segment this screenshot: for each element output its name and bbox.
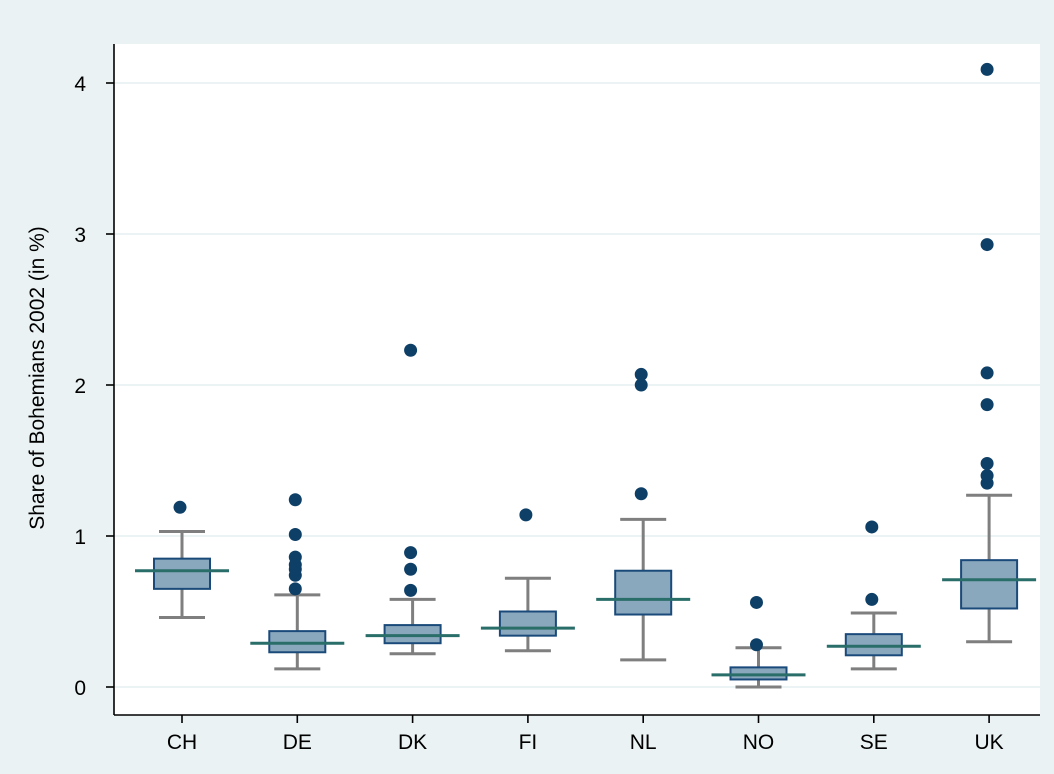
outlier-point — [750, 595, 763, 609]
outlier-point — [980, 62, 994, 76]
y-tick-label: 1 — [74, 526, 86, 549]
outlier-point — [634, 378, 648, 392]
outlier-point — [750, 638, 763, 652]
x-tick-label: UK — [975, 731, 1004, 754]
outlier-point — [980, 469, 994, 483]
outlier-point — [980, 398, 994, 412]
box-group-nl — [596, 367, 691, 662]
iqr-box — [844, 633, 903, 657]
box-group-uk — [942, 62, 1037, 644]
y-tick-label: 3 — [74, 224, 86, 247]
outlier-point — [288, 550, 302, 564]
iqr-box — [960, 559, 1019, 610]
outlier-point — [634, 487, 648, 501]
y-tick-label: 2 — [74, 375, 86, 398]
box-group-no — [711, 595, 806, 689]
y-ticks: 0 1 2 3 4 — [74, 73, 114, 700]
outlier-point — [173, 500, 187, 514]
outlier-point — [865, 520, 879, 534]
x-ticks: CH DE DK FI NL NO SE UK — [167, 715, 1004, 754]
box-group-fi — [480, 508, 575, 653]
x-tick-label: SE — [860, 731, 888, 754]
outlier-point — [288, 493, 302, 507]
outlier-point — [288, 582, 302, 596]
gridlines — [114, 82, 1040, 688]
x-tick-label: CH — [167, 731, 197, 754]
box-group-de — [250, 493, 345, 671]
outlier-point — [634, 367, 648, 381]
iqr-box — [383, 624, 442, 645]
iqr-box — [268, 630, 327, 654]
x-tick-label: DE — [283, 731, 312, 754]
iqr-box — [614, 569, 673, 616]
box-group-ch — [135, 500, 229, 620]
outlier-point — [980, 457, 994, 471]
y-tick-label: 4 — [74, 73, 86, 96]
iqr-box — [153, 557, 211, 590]
iqr-box — [498, 610, 557, 637]
outlier-point — [404, 343, 418, 357]
outlier-point — [519, 508, 533, 522]
iqr-box — [729, 666, 788, 681]
y-axis-title: Share of Bohemians 2002 (in %) — [26, 226, 49, 530]
box-group-dk — [365, 343, 460, 656]
outlier-point — [980, 238, 994, 252]
x-tick-label: DK — [398, 731, 427, 754]
boxes — [135, 62, 1037, 689]
outlier-point — [980, 366, 994, 380]
box-group-se — [826, 520, 921, 671]
axes — [113, 44, 1040, 716]
x-tick-label: NO — [743, 731, 775, 754]
y-tick-label: 0 — [74, 677, 86, 700]
x-tick-label: NL — [630, 731, 657, 754]
plot-area — [114, 44, 1040, 715]
x-tick-label: FI — [519, 731, 538, 754]
outlier-point — [404, 583, 418, 597]
outlier-point — [865, 592, 879, 606]
outlier-point — [404, 562, 418, 576]
outlier-point — [288, 527, 302, 541]
outlier-point — [404, 546, 418, 560]
